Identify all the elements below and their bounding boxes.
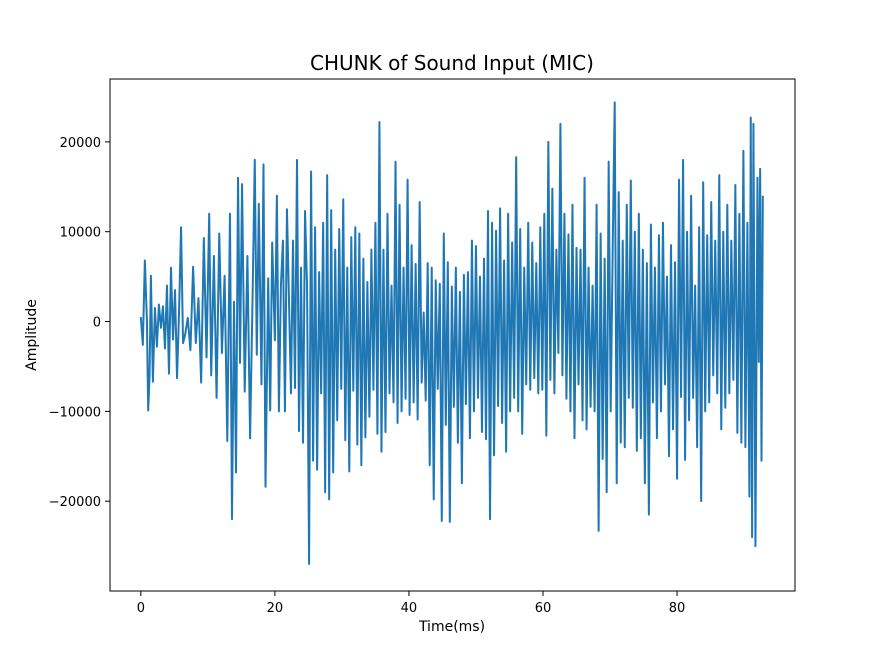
y-axis-label: Amplitude	[24, 299, 40, 371]
y-tick-label: 20000	[60, 136, 101, 151]
y-tick-label: 0	[93, 316, 101, 331]
y-tick-label: 10000	[60, 226, 101, 241]
chart-title: CHUNK of Sound Input (MIC)	[310, 51, 594, 75]
y-axis: −20000 −10000 0 10000 20000	[49, 136, 110, 510]
x-tick-label: 80	[669, 601, 686, 616]
y-tick-label: −20000	[49, 495, 101, 510]
x-tick-label: 0	[137, 601, 145, 616]
series-layer	[139, 101, 764, 566]
x-axis: 0 20 40 60 80	[137, 591, 686, 616]
axes-frame	[109, 78, 796, 592]
x-tick-label: 20	[267, 601, 284, 616]
series-line-0	[139, 101, 764, 566]
x-axis-label: Time(ms)	[418, 619, 485, 635]
x-tick-label: 60	[535, 601, 552, 616]
x-tick-label: 40	[401, 601, 418, 616]
y-tick-label: −10000	[49, 405, 101, 420]
